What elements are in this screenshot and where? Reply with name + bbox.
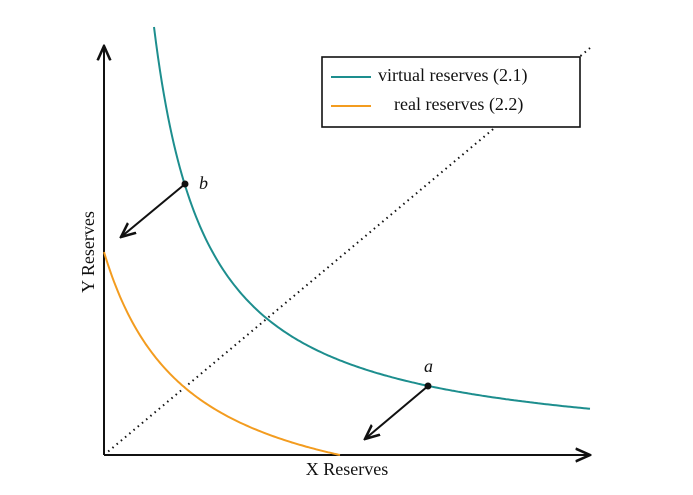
- point-a: [424, 382, 432, 390]
- x-axis-label: X Reserves: [306, 459, 388, 479]
- real-curve: [103, 251, 341, 456]
- point-b: [181, 180, 189, 188]
- arrow: [365, 385, 429, 439]
- y-axis-label: Y Reserves: [78, 211, 98, 293]
- arrow: [121, 183, 186, 237]
- legend-label: real reserves (2.2): [394, 94, 523, 115]
- virtual-curve: [153, 26, 591, 410]
- legend-label: virtual reserves (2.1): [378, 65, 527, 86]
- point-label: a: [424, 356, 433, 376]
- point-label: b: [199, 173, 208, 193]
- legend-box: [321, 56, 581, 128]
